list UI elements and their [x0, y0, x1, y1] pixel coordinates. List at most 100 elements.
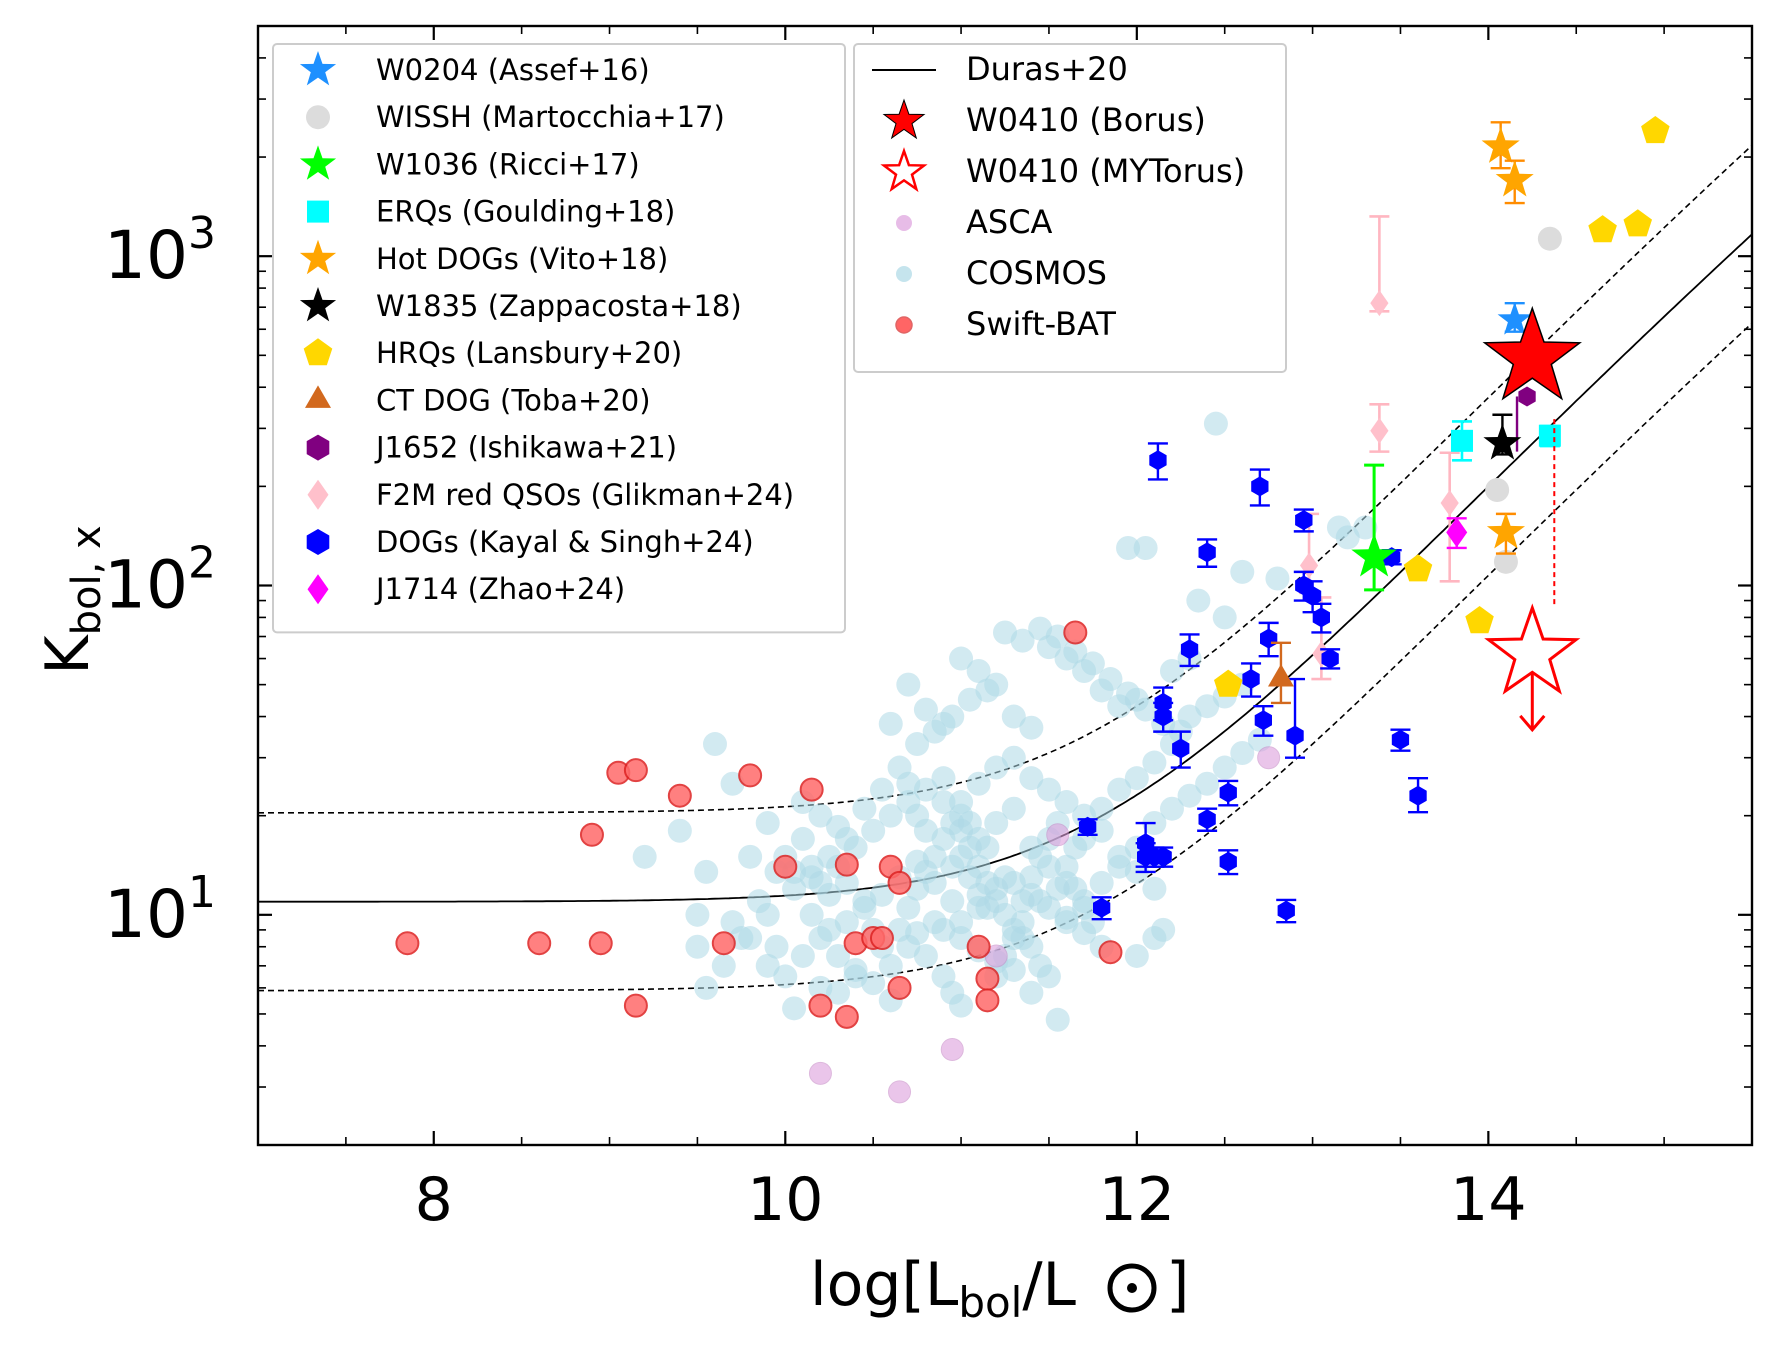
cosmos-point — [1019, 980, 1044, 1005]
legend-item: W1835 (Zappacosta+18) — [299, 287, 742, 323]
legend-label: W0410 (MYTorus) — [966, 152, 1245, 190]
cosmos-point — [1230, 741, 1255, 766]
j1652-point — [1518, 386, 1536, 407]
cosmos-point — [852, 796, 877, 821]
ct-dog-point — [1268, 664, 1294, 687]
cosmos-point — [826, 980, 851, 1005]
dog-point — [1078, 816, 1097, 837]
cosmos-point — [746, 889, 771, 914]
cosmos-point — [913, 777, 938, 802]
cosmos-point — [834, 826, 859, 851]
f2m-red-qso-point — [1312, 640, 1331, 667]
cosmos-point — [755, 953, 780, 978]
cosmos-point — [1080, 651, 1105, 676]
legend-label: J1714 (Zhao+24) — [374, 572, 625, 606]
cosmos-point — [1028, 616, 1053, 641]
swift-bat-point — [579, 822, 604, 847]
cosmos-point — [1001, 745, 1026, 770]
swift-bat-point — [588, 931, 613, 956]
cosmos-point — [1054, 790, 1079, 815]
cosmos-point — [878, 711, 903, 736]
swift-bat-point — [623, 758, 648, 783]
hrq-point — [1641, 116, 1670, 144]
dog-point — [1295, 510, 1313, 531]
w0204-point — [1497, 302, 1532, 335]
dog-point — [1277, 900, 1295, 921]
dog-point — [1242, 669, 1260, 689]
legend-item: J1652 (Ishikawa+21) — [306, 431, 677, 465]
dog-point — [1286, 725, 1304, 746]
legend-left: W0204 (Assef+16) WISSH (Martocchia+17) W10… — [272, 43, 846, 634]
wissh-point — [1485, 477, 1510, 502]
cosmos-point — [940, 889, 965, 914]
cosmos-point — [869, 777, 894, 802]
legend-label: COSMOS — [966, 254, 1107, 292]
legend-label: W1036 (Ricci+17) — [376, 147, 640, 181]
swift-bat-point — [738, 763, 763, 788]
legend-label: W0410 (Borus) — [966, 101, 1206, 139]
dog-point — [1260, 628, 1278, 649]
cosmos-point — [1124, 943, 1149, 968]
dog-point — [1254, 710, 1272, 731]
hot-dog-point — [1495, 160, 1534, 197]
cosmos-point — [852, 895, 877, 920]
legend-symbol — [299, 287, 337, 322]
cosmos-point — [1203, 411, 1228, 436]
cosmos-point — [949, 844, 974, 869]
cosmos-point — [782, 996, 807, 1021]
cosmos-point — [1133, 535, 1158, 560]
erq-point — [1450, 429, 1473, 452]
cosmos-point — [1019, 715, 1044, 740]
cosmos-point — [1142, 750, 1167, 775]
hrq-point — [1214, 669, 1243, 697]
erq-point — [1538, 424, 1561, 447]
swift-bat-point — [887, 975, 912, 1000]
cosmos-point — [1036, 895, 1061, 920]
dog-point — [1093, 897, 1111, 918]
legend-item: W0410 (MYTorus) — [880, 147, 1245, 193]
legend-symbol — [895, 316, 913, 334]
cosmos-point — [896, 672, 921, 697]
x-label-sub: bol — [958, 1278, 1022, 1327]
swift-bat-point — [799, 777, 824, 802]
cosmos-point — [966, 659, 991, 684]
dog-point — [1180, 639, 1199, 660]
duras-relation-line — [258, 233, 1752, 903]
legend-item: WISSH (Martocchia+17) — [306, 100, 725, 134]
legend-label: ERQs (Goulding+18) — [376, 195, 675, 229]
legend-item: W0204 (Assef+16) — [299, 51, 650, 87]
dog-point — [1154, 706, 1172, 727]
data-points — [395, 116, 1670, 1104]
legend-symbol — [880, 147, 928, 193]
cosmos-point — [1212, 605, 1237, 630]
dog-point — [1154, 846, 1172, 867]
cosmos-point — [1010, 910, 1035, 935]
x-axis-label: log[Lbol/L ] — [810, 1250, 1189, 1327]
cosmos-point — [702, 732, 727, 757]
cosmos-point — [957, 687, 982, 712]
hot-dog-point — [1486, 512, 1525, 549]
cosmos-point — [861, 818, 886, 843]
y-tick-label: 102 — [104, 538, 216, 624]
legend-item: W0410 (Borus) — [882, 98, 1206, 140]
w0410-borus-star — [1482, 305, 1582, 401]
dog-point — [1303, 585, 1322, 606]
w1036-point — [1351, 533, 1397, 577]
dog-point — [1149, 450, 1167, 471]
cosmos-point — [1107, 854, 1132, 879]
y-tick-label: 101 — [104, 867, 216, 953]
x-label-main: log[L — [810, 1250, 959, 1320]
cosmos-point — [1116, 681, 1141, 706]
cosmos-point — [1036, 964, 1061, 989]
cosmos-point — [931, 766, 956, 791]
asca-point — [1257, 746, 1281, 770]
swift-bat-point — [395, 931, 420, 956]
cosmos-point — [922, 719, 947, 744]
swift-bat-point — [966, 934, 991, 959]
cosmos-point — [949, 910, 974, 935]
cosmos-point — [1036, 777, 1061, 802]
cosmos-point — [817, 917, 842, 942]
cosmos-point — [667, 818, 692, 843]
cosmos-point — [878, 953, 903, 978]
dog-point — [1391, 729, 1410, 750]
